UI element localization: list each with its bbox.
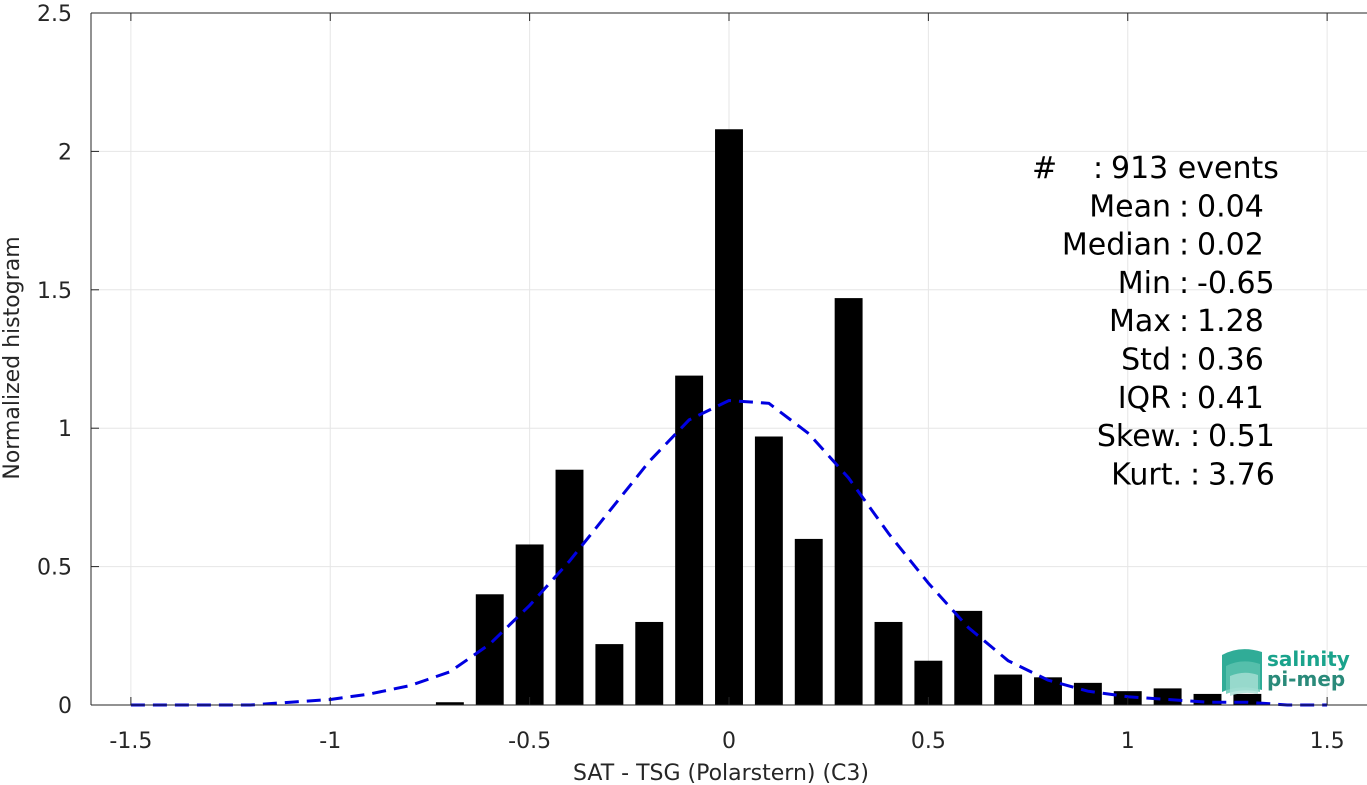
stat-separator: : (1190, 419, 1200, 454)
stat-label: Max (1109, 304, 1171, 339)
y-tick-label: 0 (58, 694, 72, 719)
histogram-bar (555, 469, 584, 705)
stat-label: Median (1062, 228, 1171, 263)
y-tick-label: 2.5 (37, 2, 72, 27)
histogram-bar (834, 298, 863, 705)
y-tick-label: 0.5 (37, 556, 72, 581)
stat-separator: : (1093, 151, 1103, 186)
histogram-bar (994, 674, 1023, 705)
y-tick-labels: 0 0.5 1 1.5 2 2.5 (37, 2, 72, 719)
stat-label: Kurt. (1111, 457, 1182, 492)
stat-value: 0.51 (1208, 419, 1275, 454)
logo-text-salinity: salinity (1267, 647, 1350, 671)
histogram-bar (954, 610, 983, 705)
histogram-bar (754, 436, 783, 705)
x-tick-label: -0.5 (508, 729, 551, 754)
stat-separator: : (1179, 189, 1189, 224)
x-tick-label: 0.5 (911, 729, 946, 754)
histogram-bar (1193, 693, 1222, 705)
stat-separator: : (1190, 457, 1200, 492)
salinity-pimep-logo: salinity pi-mep (1222, 647, 1350, 696)
stat-value: 0.02 (1197, 228, 1264, 263)
stat-separator: : (1179, 266, 1189, 301)
histogram-bar (1034, 677, 1062, 705)
stat-value: 3.76 (1208, 457, 1275, 492)
histogram-bar (635, 621, 664, 705)
y-tick-label: 1 (58, 417, 72, 442)
histogram-bar (1073, 682, 1102, 705)
stat-label: IQR (1118, 381, 1171, 416)
wave-logo-icon (1222, 649, 1262, 696)
histogram-bar (435, 702, 464, 705)
stat-value: 0.36 (1197, 343, 1264, 378)
histogram-bar (715, 129, 743, 706)
x-tick-label: 1.5 (1310, 729, 1345, 754)
x-axis-title: SAT - TSG (Polarstern) (C3) (573, 761, 869, 785)
stat-value: 0.04 (1197, 189, 1264, 224)
histogram-bar (515, 544, 544, 705)
histogram-bar (1233, 693, 1262, 705)
stat-label: Mean (1089, 189, 1171, 224)
histogram-bar (1153, 688, 1182, 705)
x-tick-labels: -1.5 -1 -0.5 0 0.5 1 1.5 (109, 729, 1344, 754)
histogram-bar (595, 644, 624, 705)
stat-separator: : (1179, 343, 1189, 378)
y-axis-title: Normalized histogram (0, 236, 25, 479)
x-tick-label: -1.5 (109, 729, 152, 754)
histogram-bar (794, 538, 823, 705)
y-tick-label: 1.5 (37, 279, 72, 304)
stat-separator: : (1179, 304, 1189, 339)
axes-frame (90, 12, 1367, 706)
stat-label: Skew. (1097, 419, 1182, 454)
y-tick-label: 2 (58, 140, 72, 165)
stat-label: Min (1118, 266, 1171, 301)
stat-value: 913 events (1111, 151, 1279, 186)
x-tick-label: -1 (319, 729, 341, 754)
stat-separator: : (1179, 228, 1189, 263)
stat-separator: : (1179, 381, 1189, 416)
x-tick-label: 1 (1121, 729, 1135, 754)
stat-value: 1.28 (1197, 304, 1264, 339)
stat-label: # (1032, 151, 1057, 186)
logo-text-pimep: pi-mep (1267, 667, 1345, 691)
x-tick-label: 0 (722, 729, 736, 754)
histogram-bar (874, 621, 903, 705)
stat-value: -0.65 (1197, 266, 1275, 301)
stat-label: Std (1121, 343, 1171, 378)
histogram-bars (435, 129, 1262, 706)
stat-value: 0.41 (1197, 381, 1264, 416)
histogram-bar (675, 375, 704, 705)
